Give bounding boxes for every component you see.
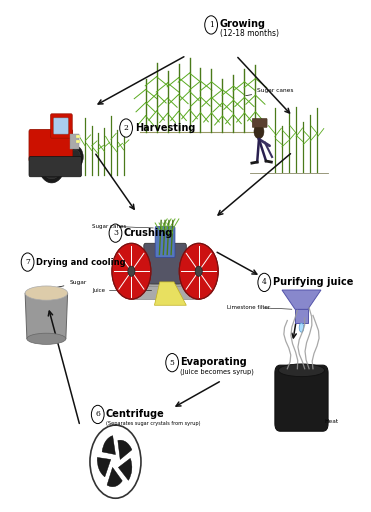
Text: Crushing: Crushing <box>124 228 173 238</box>
Bar <box>76 135 80 138</box>
Text: Juice: Juice <box>92 288 105 293</box>
Wedge shape <box>286 410 299 426</box>
Circle shape <box>41 148 62 179</box>
Text: (Separates sugar crystals from syrup): (Separates sugar crystals from syrup) <box>105 421 200 426</box>
Polygon shape <box>25 293 68 339</box>
Wedge shape <box>102 436 115 455</box>
Bar <box>76 140 80 143</box>
Ellipse shape <box>25 286 68 300</box>
Text: Harvesting: Harvesting <box>135 123 195 133</box>
Wedge shape <box>118 440 132 459</box>
FancyBboxPatch shape <box>29 157 82 177</box>
Text: Sugar canes: Sugar canes <box>92 224 127 229</box>
Text: 6: 6 <box>95 411 100 418</box>
Circle shape <box>21 253 34 271</box>
Text: 7: 7 <box>25 258 30 266</box>
Wedge shape <box>97 457 111 477</box>
Ellipse shape <box>27 333 66 345</box>
Text: Sugar canes: Sugar canes <box>246 89 294 96</box>
FancyBboxPatch shape <box>131 287 199 299</box>
Circle shape <box>166 353 178 372</box>
Text: 4: 4 <box>262 279 267 286</box>
Bar <box>70 134 79 150</box>
Wedge shape <box>118 458 132 480</box>
Wedge shape <box>295 410 308 426</box>
FancyBboxPatch shape <box>53 118 68 134</box>
Text: Growing: Growing <box>220 19 266 29</box>
Wedge shape <box>304 410 317 426</box>
Circle shape <box>258 273 271 291</box>
Wedge shape <box>313 410 326 426</box>
Text: Evaporating: Evaporating <box>180 357 247 367</box>
Circle shape <box>109 224 122 242</box>
Text: Purifying juice: Purifying juice <box>273 278 353 287</box>
Circle shape <box>195 266 202 276</box>
Circle shape <box>90 425 141 498</box>
FancyBboxPatch shape <box>252 118 267 127</box>
Text: 3: 3 <box>113 229 118 237</box>
Wedge shape <box>277 410 290 426</box>
FancyBboxPatch shape <box>275 365 328 431</box>
Text: Drying and cooling: Drying and cooling <box>36 258 125 267</box>
Ellipse shape <box>279 364 325 377</box>
FancyBboxPatch shape <box>29 130 73 162</box>
Text: (12-18 months): (12-18 months) <box>220 29 279 38</box>
Text: Sugar: Sugar <box>56 281 87 287</box>
Text: 2: 2 <box>124 124 128 132</box>
Circle shape <box>254 124 264 139</box>
Circle shape <box>70 150 81 164</box>
FancyBboxPatch shape <box>50 114 72 138</box>
Text: Centrifuge: Centrifuge <box>105 410 164 419</box>
FancyBboxPatch shape <box>144 243 186 284</box>
Wedge shape <box>107 467 122 487</box>
Ellipse shape <box>131 284 199 299</box>
Circle shape <box>120 119 132 137</box>
Text: (Juice becomes syrup): (Juice becomes syrup) <box>180 368 254 375</box>
Bar <box>295 309 308 323</box>
Ellipse shape <box>299 323 304 332</box>
Polygon shape <box>282 290 321 309</box>
FancyBboxPatch shape <box>155 226 175 258</box>
Text: Limestone filter: Limestone filter <box>227 305 270 310</box>
Circle shape <box>68 146 83 168</box>
Circle shape <box>128 266 135 276</box>
Polygon shape <box>154 282 186 305</box>
Circle shape <box>91 406 104 423</box>
Text: 5: 5 <box>170 358 175 367</box>
Circle shape <box>179 243 218 299</box>
Circle shape <box>38 144 65 183</box>
Text: 1: 1 <box>209 21 214 29</box>
Circle shape <box>205 16 217 34</box>
Circle shape <box>112 243 151 299</box>
Text: Heat: Heat <box>325 418 339 423</box>
